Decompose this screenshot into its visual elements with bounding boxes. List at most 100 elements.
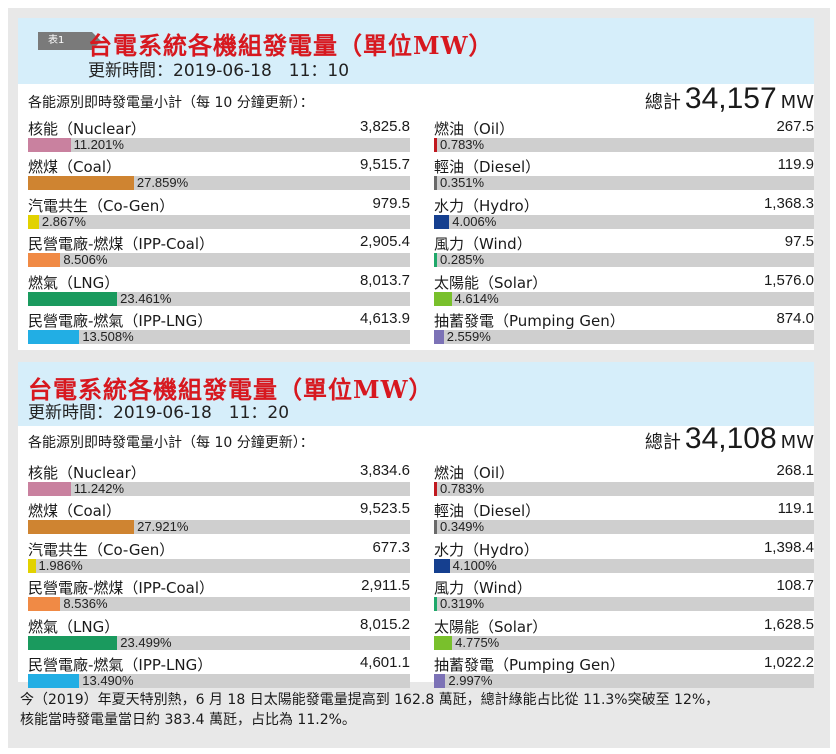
bar-fill <box>28 482 71 496</box>
subtotal-caption: 各能源別即時發電量小計（每 10 分鐘更新）： <box>28 435 314 451</box>
energy-value: 3,825.8 <box>359 118 410 135</box>
bar-track <box>28 214 410 229</box>
energy-name: 核能（Nuclear） <box>28 120 146 138</box>
bar-percent-label: 11.242% <box>73 481 125 496</box>
energy-value: 268.1 <box>776 462 814 479</box>
bar-track <box>434 330 814 344</box>
total-value: 34,108 <box>684 422 777 455</box>
panel-title: 台電系統各機組發電量（單位MW） <box>28 375 434 404</box>
bar-fill <box>28 520 135 535</box>
energy-value: 1,576.0 <box>763 271 814 289</box>
bar-track <box>28 482 410 496</box>
bar-track <box>28 558 410 573</box>
panel-header <box>18 18 814 84</box>
bar-track <box>434 482 814 496</box>
table-badge: 表1 <box>38 32 101 50</box>
bar-fill <box>434 558 450 573</box>
energy-value: 1,022.2 <box>763 654 814 671</box>
energy-item: 核能（Nuclear） 3,834.6 11.242% <box>28 462 410 500</box>
energy-item: 風力（Wind） 97.5 0.285% <box>434 233 814 271</box>
total-label: 總計 <box>644 432 681 453</box>
energy-name: 燃煤（Coal） <box>28 158 122 177</box>
bar-fill <box>434 520 437 535</box>
energy-item: 水力（Hydro） 1,368.3 4.006% <box>434 195 814 233</box>
bar-track <box>434 635 814 650</box>
bar-percent-label: 1.986% <box>38 557 83 573</box>
bar-track <box>28 291 410 306</box>
bar-percent-label: 11.201% <box>73 137 124 152</box>
energy-value: 1,368.3 <box>763 194 814 212</box>
energy-name: 輕油（Diesel） <box>434 158 541 177</box>
bar-percent-label: 13.508% <box>82 329 134 344</box>
bar-fill <box>28 558 36 573</box>
energy-name: 風力（Wind） <box>434 235 532 254</box>
energy-value: 677.3 <box>372 538 410 556</box>
energy-name: 輕油（Diesel） <box>434 502 541 521</box>
energy-name: 風力（Wind） <box>434 579 532 598</box>
bar-percent-label: 8.506% <box>63 252 108 268</box>
energy-name: 燃油（Oil） <box>434 120 515 138</box>
energy-item: 汽電共生（Co-Gen） 677.3 1.986% <box>28 539 410 577</box>
total-label: 總計 <box>644 92 681 113</box>
bar-fill <box>434 635 453 650</box>
update-time: 更新時間：2019-06-18 11：20 <box>28 403 290 423</box>
energy-value: 8,015.2 <box>359 615 410 633</box>
bar-percent-label: 8.536% <box>63 596 108 612</box>
energy-name: 民營電廠-燃氣（IPP-LNG） <box>28 656 213 674</box>
subtotal-caption: 各能源別即時發電量小計（每 10 分鐘更新）： <box>28 95 314 111</box>
energy-name: 民營電廠-燃氣（IPP-LNG） <box>28 312 213 330</box>
energy-name: 太陽能（Solar） <box>434 273 548 292</box>
energy-name: 燃煤（Coal） <box>28 502 122 521</box>
bar-track <box>434 558 814 573</box>
bar-percent-label: 23.499% <box>120 634 172 650</box>
bar-fill <box>434 138 437 152</box>
energy-name: 汽電共生（Co-Gen） <box>28 540 175 559</box>
energy-item: 核能（Nuclear） 3,825.8 11.201% <box>28 118 410 156</box>
energy-value: 979.5 <box>372 194 410 212</box>
bar-percent-label: 4.775% <box>455 634 500 650</box>
bar-fill <box>28 597 61 612</box>
total-readout: 總計 34,157 MW <box>645 82 814 116</box>
bar-percent-label: 2.997% <box>448 673 493 688</box>
energy-item: 太陽能（Solar） 1,576.0 4.614% <box>434 272 814 310</box>
bar-track <box>434 176 814 191</box>
bar-fill <box>434 330 444 344</box>
bar-percent-label: 13.490% <box>82 673 134 688</box>
bar-fill <box>28 635 118 650</box>
bar-percent-label: 0.783% <box>440 481 485 496</box>
energy-name: 民營電廠-燃煤（IPP-Coal） <box>28 579 215 598</box>
energy-item: 民營電廠-燃氣（IPP-LNG） 4,613.9 13.508% <box>28 310 410 348</box>
bar-fill <box>434 482 437 496</box>
bar-fill <box>28 138 71 152</box>
energy-item: 民營電廠-燃氣（IPP-LNG） 4,601.1 13.490% <box>28 654 410 692</box>
update-time: 更新時間：2019-06-18 11：10 <box>88 61 350 81</box>
bar-track <box>434 674 814 688</box>
bar-fill <box>28 291 118 306</box>
energy-item: 民營電廠-燃煤（IPP-Coal） 2,911.5 8.536% <box>28 577 410 615</box>
bar-percent-label: 4.006% <box>452 213 497 229</box>
bar-fill <box>434 674 446 688</box>
energy-value: 2,905.4 <box>359 233 410 251</box>
total-readout: 總計 34,108 MW <box>645 422 814 456</box>
total-unit: MW <box>780 432 814 453</box>
energy-item: 汽電共生（Co-Gen） 979.5 2.867% <box>28 195 410 233</box>
energy-name: 燃氣（LNG） <box>28 273 120 292</box>
bar-track <box>434 597 814 612</box>
bar-track <box>434 253 814 268</box>
energy-item: 水力（Hydro） 1,398.4 4.100% <box>434 539 814 577</box>
bar-track <box>28 520 410 535</box>
bar-percent-label: 2.867% <box>41 213 86 229</box>
energy-item: 燃煤（Coal） 9,515.7 27.859% <box>28 156 410 194</box>
energy-name: 燃油（Oil） <box>434 464 515 482</box>
bar-percent-label: 0.285% <box>440 252 485 268</box>
bar-percent-label: 27.921% <box>137 519 189 535</box>
energy-item: 抽蓄發電（Pumping Gen） 1,022.2 2.997% <box>434 654 814 692</box>
energy-value: 119.1 <box>777 500 814 518</box>
energy-value: 4,601.1 <box>359 654 410 671</box>
energy-name: 抽蓄發電（Pumping Gen） <box>434 312 625 330</box>
energy-value: 4,613.9 <box>359 310 410 327</box>
bar-track <box>28 635 410 650</box>
energy-item: 輕油（Diesel） 119.1 0.349% <box>434 500 814 538</box>
energy-item: 輕油（Diesel） 119.9 0.351% <box>434 156 814 194</box>
energy-item: 風力（Wind） 108.7 0.319% <box>434 577 814 615</box>
